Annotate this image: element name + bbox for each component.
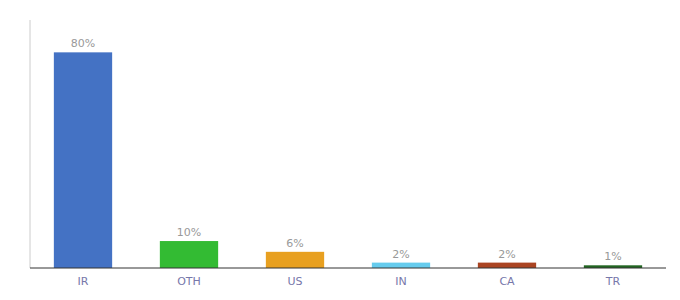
bar (478, 263, 536, 268)
chart-container: 80% 10% 6% 2% 2% 1% IR OTH US IN CA TR (0, 0, 680, 300)
bar (266, 252, 324, 268)
x-axis-line (30, 268, 666, 269)
data-label: 80% (71, 37, 95, 50)
x-tick-label: TR (605, 275, 621, 288)
data-label: 10% (177, 226, 201, 239)
data-label: 6% (286, 237, 303, 250)
x-tick-label: US (287, 275, 302, 288)
x-tick-label: CA (499, 275, 515, 288)
data-label: 2% (392, 248, 409, 261)
bar (372, 263, 430, 268)
bar (54, 52, 112, 268)
data-label: 2% (498, 248, 515, 261)
bar (160, 241, 218, 268)
x-tick-label: OTH (177, 275, 201, 288)
x-tick-label: IR (78, 275, 89, 288)
data-label: 1% (604, 250, 621, 263)
y-axis-line (30, 20, 31, 268)
chart-svg: 80% 10% 6% 2% 2% 1% IR OTH US IN CA TR (0, 0, 680, 300)
x-tick-label: IN (395, 275, 406, 288)
bars (54, 52, 642, 268)
